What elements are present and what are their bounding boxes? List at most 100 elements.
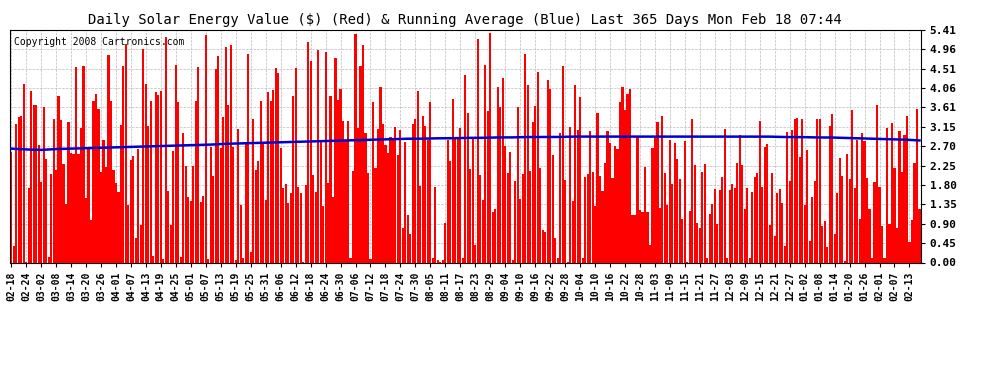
Bar <box>77 154 79 262</box>
Bar <box>105 167 107 262</box>
Bar <box>474 245 476 262</box>
Bar <box>574 85 576 262</box>
Bar <box>824 221 826 262</box>
Bar <box>274 68 277 262</box>
Bar <box>821 226 824 262</box>
Bar <box>514 182 516 262</box>
Bar <box>387 153 389 262</box>
Bar <box>133 156 135 262</box>
Bar <box>549 89 551 262</box>
Bar <box>28 188 30 262</box>
Bar <box>392 140 394 262</box>
Bar <box>758 121 760 262</box>
Bar <box>694 165 696 262</box>
Bar <box>399 130 402 262</box>
Bar <box>464 75 466 262</box>
Bar <box>848 179 850 262</box>
Bar <box>40 182 43 262</box>
Bar <box>831 114 834 262</box>
Bar <box>779 189 781 262</box>
Bar <box>107 56 110 262</box>
Bar <box>809 241 811 262</box>
Bar <box>200 202 202 262</box>
Bar <box>524 54 527 262</box>
Bar <box>839 158 841 262</box>
Bar <box>346 122 349 262</box>
Bar <box>305 185 307 262</box>
Bar <box>435 188 437 262</box>
Bar <box>72 154 74 262</box>
Bar <box>13 246 15 262</box>
Bar <box>342 122 345 262</box>
Bar <box>811 196 813 262</box>
Bar <box>240 205 242 262</box>
Bar <box>627 94 629 262</box>
Bar <box>537 72 539 262</box>
Bar <box>883 258 886 262</box>
Bar <box>776 194 778 262</box>
Bar <box>135 238 137 262</box>
Bar <box>696 224 698 262</box>
Bar <box>753 177 755 262</box>
Bar <box>170 225 172 262</box>
Bar <box>192 166 194 262</box>
Bar <box>175 65 177 262</box>
Bar <box>639 210 642 262</box>
Bar <box>801 119 803 262</box>
Bar <box>357 128 359 262</box>
Bar <box>377 129 379 262</box>
Bar <box>893 168 896 262</box>
Bar <box>222 117 225 262</box>
Bar <box>532 122 534 262</box>
Bar <box>252 119 254 262</box>
Bar <box>591 172 594 262</box>
Bar <box>420 186 422 262</box>
Bar <box>681 219 683 262</box>
Bar <box>604 163 606 262</box>
Bar <box>205 35 207 262</box>
Bar <box>310 61 312 262</box>
Bar <box>766 144 768 262</box>
Bar <box>746 188 748 262</box>
Bar <box>335 58 337 262</box>
Bar <box>254 170 256 262</box>
Bar <box>651 148 653 262</box>
Bar <box>227 105 230 262</box>
Bar <box>454 137 456 262</box>
Bar <box>669 140 671 262</box>
Bar <box>597 112 599 262</box>
Bar <box>676 159 678 262</box>
Bar <box>853 188 855 262</box>
Bar <box>519 199 522 262</box>
Bar <box>564 180 566 262</box>
Bar <box>130 160 132 262</box>
Bar <box>225 47 227 262</box>
Bar <box>50 174 52 262</box>
Bar <box>152 256 154 262</box>
Bar <box>656 122 658 262</box>
Bar <box>706 258 709 262</box>
Bar <box>487 111 489 262</box>
Bar <box>742 165 743 262</box>
Bar <box>544 232 546 262</box>
Bar <box>367 172 369 262</box>
Bar <box>589 131 591 262</box>
Bar <box>622 87 624 262</box>
Bar <box>479 175 481 262</box>
Bar <box>197 67 199 262</box>
Bar <box>901 172 903 262</box>
Bar <box>561 66 563 262</box>
Bar <box>279 148 282 262</box>
Bar <box>340 90 342 262</box>
Bar <box>542 230 544 262</box>
Bar <box>449 161 451 262</box>
Bar <box>791 130 793 262</box>
Bar <box>724 129 726 262</box>
Bar <box>337 100 340 262</box>
Bar <box>863 141 865 262</box>
Bar <box>629 89 631 262</box>
Bar <box>619 102 621 262</box>
Bar <box>701 172 704 262</box>
Bar <box>267 92 269 262</box>
Bar <box>661 116 663 262</box>
